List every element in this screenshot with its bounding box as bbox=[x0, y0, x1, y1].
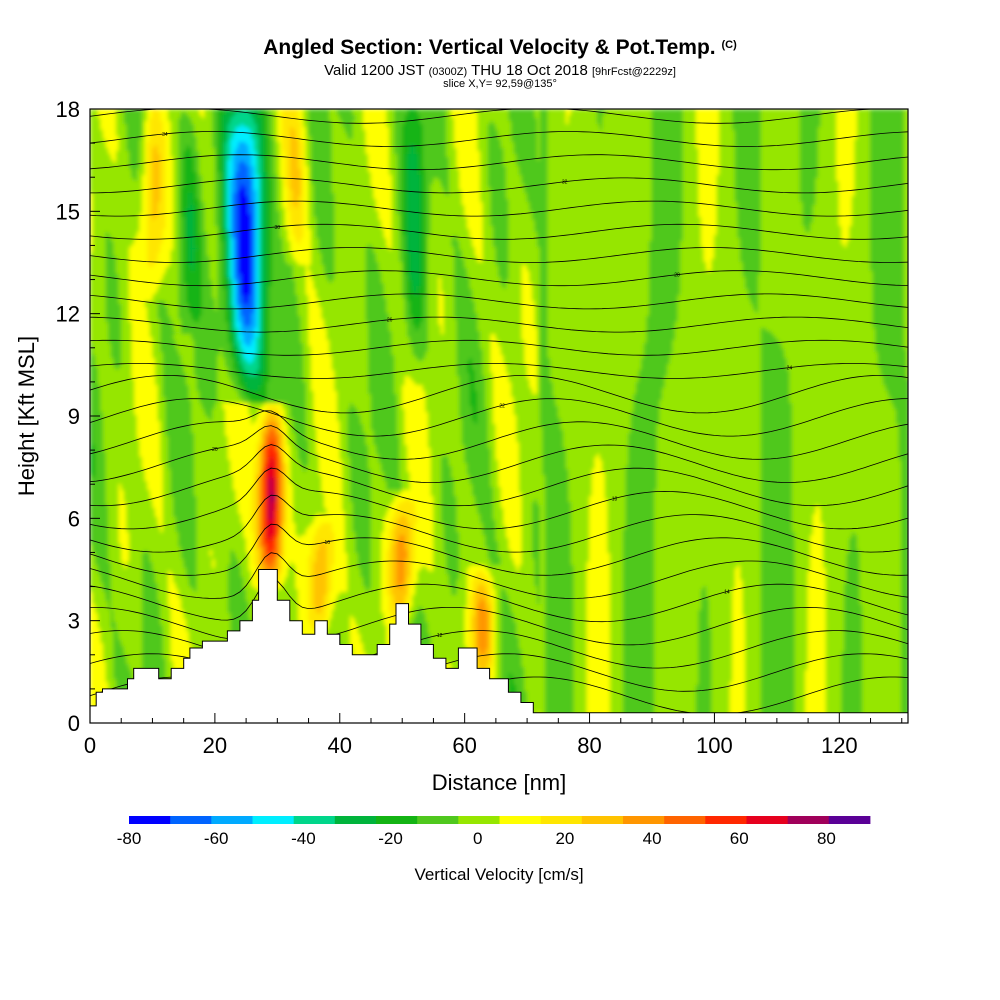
velocity-field bbox=[90, 109, 910, 725]
